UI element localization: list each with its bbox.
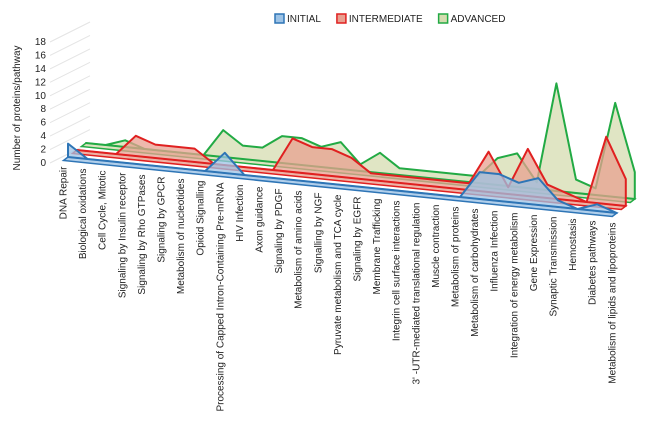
y-tick-label: 18 xyxy=(35,37,47,48)
x-tick-label: Gene Expression xyxy=(529,215,540,292)
x-tick-label: Signaling by Rho GTPases xyxy=(137,175,148,295)
x-tick-label: Signaling by EGFR xyxy=(353,197,364,282)
x-tick-label: HIV Infection xyxy=(235,185,246,242)
grid-line xyxy=(49,75,91,97)
x-tick-label: Membrane Trafficking xyxy=(372,199,383,295)
x-tick-label: Hemostasis xyxy=(568,219,579,271)
area xyxy=(67,142,618,214)
x-tick-label: Processing of Capped Intron-Containing P… xyxy=(215,182,226,411)
legend-swatch xyxy=(274,13,285,24)
grid-line xyxy=(49,48,91,70)
x-tick-label: Metabolism of nucleotides xyxy=(176,179,187,295)
y-tick-label: 0 xyxy=(40,158,46,169)
legend-swatch xyxy=(437,13,449,24)
x-tick-label: Biological oxidations xyxy=(78,169,89,260)
y-tick-label: 16 xyxy=(35,50,47,61)
x-tick-label: Integrin cell surface interactions xyxy=(392,201,403,342)
legend-label: INTERMEDIATE xyxy=(349,14,423,25)
grid-line xyxy=(49,61,91,83)
y-axis-label: Number of proteins/pathway xyxy=(12,45,23,170)
legend: INITIAL INTERMEDIATE ADVANCED xyxy=(274,13,506,25)
legend-label: ADVANCED xyxy=(451,14,506,25)
x-tick-label: Influenza Infection xyxy=(490,211,501,292)
grid-line xyxy=(49,88,91,110)
x-tick-label: Synaptic Transmission xyxy=(549,217,560,317)
x-tick-label: DNA Repair xyxy=(59,166,70,219)
x-tick-label: Metabolism of carbohydrates xyxy=(470,209,481,337)
x-tick-label: Axon guidance xyxy=(255,186,266,253)
grid-line xyxy=(49,129,91,151)
y-tick-label: 12 xyxy=(35,77,47,88)
x-tick-label: Pyruvate metabolism and TCA cycle xyxy=(333,194,344,355)
x-tick-label: Signalling by NGF xyxy=(313,193,324,274)
x-tick-label: Integration of energy metabolism xyxy=(509,213,520,359)
y-tick-label: 4 xyxy=(40,131,46,142)
legend-swatch xyxy=(336,13,347,24)
x-tick-label: Metabolism of lipids and lipoproteins xyxy=(607,223,618,384)
y-tick-label: 6 xyxy=(40,118,46,129)
legend-label: INITIAL xyxy=(287,14,321,25)
x-tick-label: Signaling by Insulin receptor xyxy=(117,172,128,298)
x-tick-label: Metabolism of amino acids xyxy=(294,191,305,309)
y-tick-label: 2 xyxy=(40,145,46,156)
x-tick-label: Muscle contraction xyxy=(431,205,442,288)
grid-line xyxy=(49,21,91,43)
x-tick-label: Signaling by PDGF xyxy=(274,189,285,274)
grid-line xyxy=(49,102,91,124)
grid-line xyxy=(49,34,91,56)
x-tick-label: Metabolism of proteins xyxy=(451,207,462,308)
x-tick-label: Diabetes pathways xyxy=(588,221,599,306)
x-tick-label: 3' -UTR-mediated translational regulatio… xyxy=(411,203,422,385)
grid-line xyxy=(49,115,91,137)
y-tick-label: 10 xyxy=(35,91,47,102)
y-tick-label: 8 xyxy=(40,104,46,115)
x-tick-label: Cell Cycle, Mitotic xyxy=(98,171,109,250)
x-tick-label: Opioid Signalling xyxy=(196,181,207,256)
x-tick-label: Signaling by GPCR xyxy=(157,177,168,263)
y-tick-label: 14 xyxy=(35,64,47,75)
